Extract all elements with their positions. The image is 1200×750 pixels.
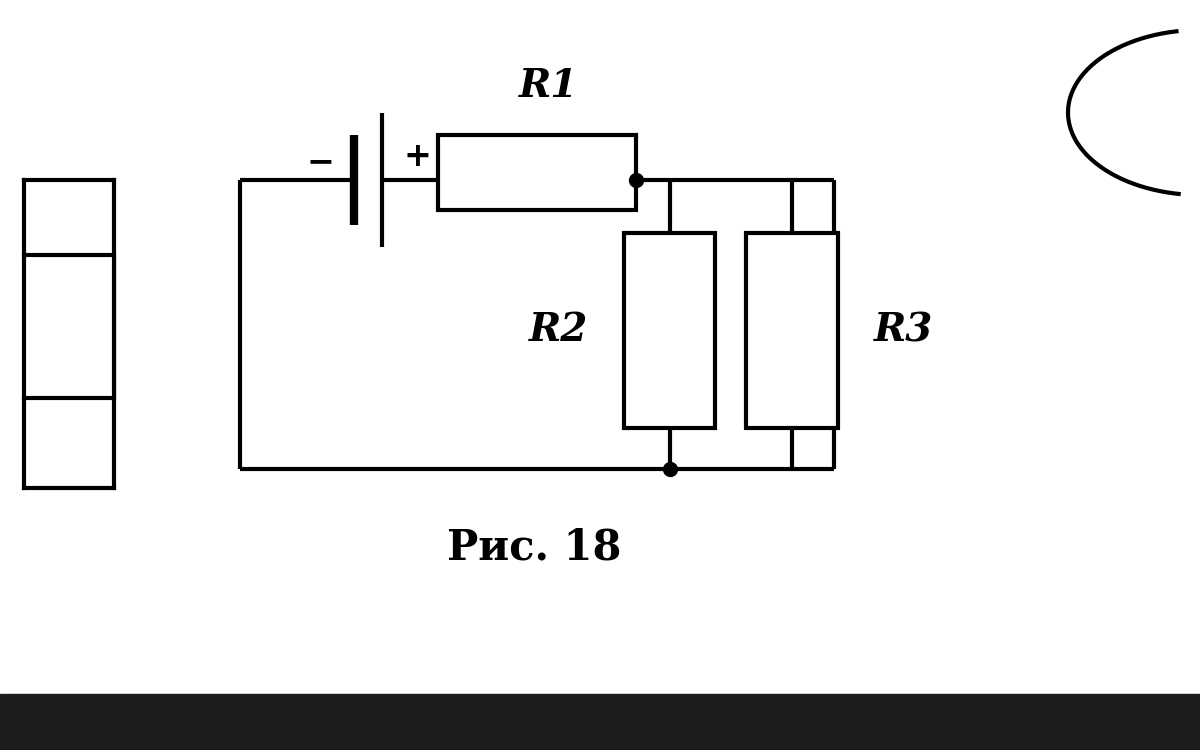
Bar: [0, 694, 1200, 750]
Bar: [624, 232, 715, 428]
Text: R2: R2: [529, 311, 588, 349]
Text: R3: R3: [874, 311, 932, 349]
Text: Рис. 18: Рис. 18: [446, 526, 622, 568]
Text: −: −: [306, 145, 335, 178]
Bar: [438, 135, 636, 210]
Text: 22:27: 22:27: [984, 712, 1042, 730]
Text: R1: R1: [520, 67, 578, 105]
Bar: [746, 232, 838, 428]
Bar: [24, 255, 114, 398]
Text: +: +: [403, 140, 432, 172]
